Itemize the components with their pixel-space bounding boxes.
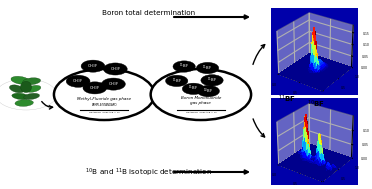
- Ellipse shape: [20, 81, 32, 93]
- Circle shape: [151, 69, 251, 120]
- Text: CH$_3$F: CH$_3$F: [73, 77, 84, 85]
- Text: $^{11}$BF: $^{11}$BF: [207, 76, 217, 85]
- Text: SAMPLE/STANDARD: SAMPLE/STANDARD: [92, 103, 117, 108]
- Ellipse shape: [15, 100, 33, 106]
- Circle shape: [201, 75, 223, 86]
- Ellipse shape: [9, 85, 24, 93]
- Text: GRAPHITE  SURFACE + HF: GRAPHITE SURFACE + HF: [89, 112, 119, 113]
- Text: $^{11}$BF: $^{11}$BF: [188, 84, 199, 94]
- Text: $^{11}$BF: $^{11}$BF: [179, 62, 189, 71]
- Circle shape: [103, 63, 127, 75]
- Ellipse shape: [24, 93, 39, 100]
- Circle shape: [166, 75, 188, 87]
- Text: $^{11}$BF: $^{11}$BF: [171, 76, 182, 86]
- Ellipse shape: [12, 93, 29, 100]
- Ellipse shape: [26, 85, 41, 92]
- Text: CH$_3$F: CH$_3$F: [87, 62, 99, 70]
- Circle shape: [173, 61, 195, 72]
- Text: CH$_3$F: CH$_3$F: [89, 84, 100, 92]
- Text: Boron total determination: Boron total determination: [102, 10, 195, 16]
- Circle shape: [81, 60, 105, 72]
- Circle shape: [66, 75, 90, 87]
- Text: GRAPHITE  SURFACE + HF: GRAPHITE SURFACE + HF: [186, 112, 217, 113]
- Ellipse shape: [23, 78, 41, 85]
- Text: Boron Monofluoride
gas phase: Boron Monofluoride gas phase: [181, 96, 221, 105]
- Circle shape: [0, 79, 57, 110]
- Text: CH$_3$F: CH$_3$F: [110, 65, 121, 73]
- Text: $^{10}$B and $^{11}$B isotopic determination: $^{10}$B and $^{11}$B isotopic determina…: [85, 166, 212, 179]
- Text: $^{10}$BF: $^{10}$BF: [203, 86, 214, 96]
- Text: $^{10}$BF: $^{10}$BF: [307, 98, 325, 110]
- Text: CH$_3$F: CH$_3$F: [108, 80, 119, 88]
- Text: Methyl-Fluoride gas phase: Methyl-Fluoride gas phase: [77, 97, 131, 101]
- Text: $^{11}$BF: $^{11}$BF: [278, 94, 295, 105]
- Text: $^{11}$BF: $^{11}$BF: [202, 63, 213, 73]
- Ellipse shape: [11, 76, 30, 84]
- Circle shape: [196, 62, 219, 74]
- Circle shape: [54, 69, 154, 120]
- Circle shape: [102, 78, 125, 90]
- Circle shape: [83, 82, 107, 94]
- Circle shape: [182, 83, 205, 94]
- Circle shape: [197, 85, 219, 97]
